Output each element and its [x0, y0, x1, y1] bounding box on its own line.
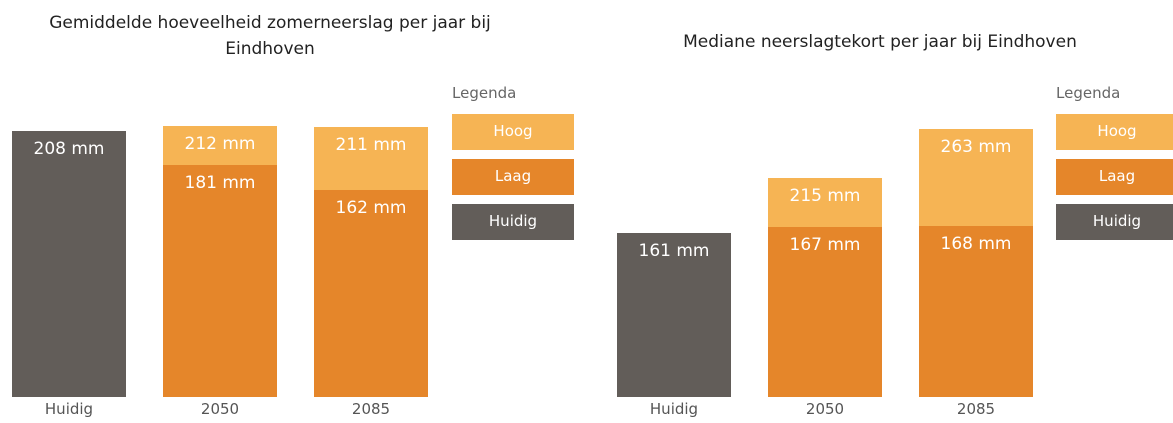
value-label: 212 mm	[184, 133, 256, 154]
x-tick-label: 2050	[805, 400, 845, 418]
value-label: 161 mm	[638, 240, 710, 261]
legend-title: Legenda	[452, 84, 517, 102]
bar	[768, 226, 882, 397]
legend-entry: Hoog	[452, 114, 574, 150]
value-label: 215 mm	[789, 185, 861, 206]
legend-title: Legenda	[1056, 84, 1121, 102]
x-tick-label: 2050	[200, 400, 240, 418]
x-tick-label: 2085	[351, 400, 391, 418]
bar	[12, 130, 126, 397]
value-label: 263 mm	[940, 136, 1012, 157]
x-tick-label: Huidig	[649, 400, 699, 418]
value-label: 162 mm	[335, 197, 407, 218]
value-label: 168 mm	[940, 233, 1012, 254]
x-tick-label: 2085	[956, 400, 996, 418]
bar	[314, 189, 428, 397]
value-label: 208 mm	[33, 138, 105, 159]
legend-entry: Laag	[1056, 159, 1173, 195]
legend-entry: Hoog	[1056, 114, 1173, 150]
value-label: 211 mm	[335, 134, 407, 155]
bar	[617, 232, 731, 397]
bar	[919, 225, 1033, 397]
value-label: 167 mm	[789, 234, 861, 255]
x-tick-label: Huidig	[44, 400, 94, 418]
chart-title: Gemiddelde hoeveelheid zomerneerslag per…	[49, 13, 491, 59]
bar	[163, 165, 277, 397]
chart-title: Mediane neerslagtekort per jaar bij Eind…	[683, 32, 1077, 52]
legend-entry: Laag	[452, 159, 574, 195]
legend-entry: Huidig	[1056, 204, 1173, 240]
value-label: 181 mm	[184, 173, 256, 194]
legend-entry: Huidig	[452, 204, 574, 240]
